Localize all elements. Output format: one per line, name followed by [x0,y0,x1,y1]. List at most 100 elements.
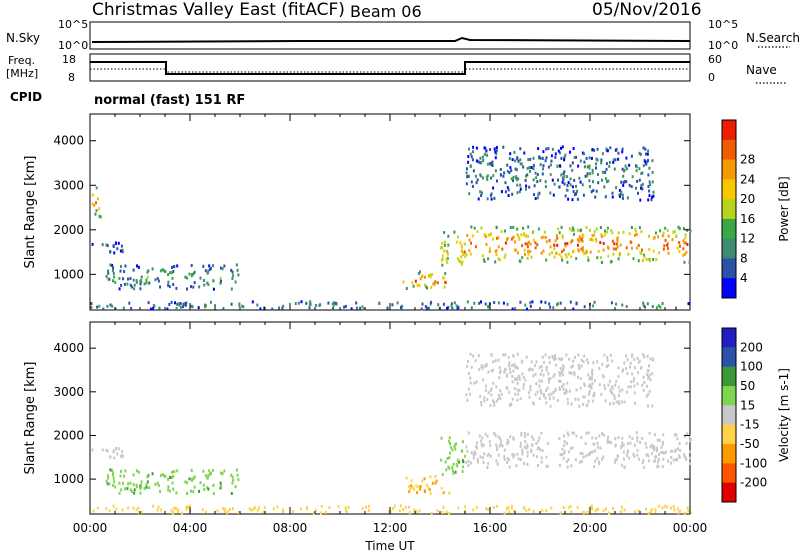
data-cell [674,450,677,453]
data-cell [502,301,505,305]
data-cell [365,505,367,509]
data-cell [523,383,525,387]
data-cell [620,180,623,184]
data-cell [565,353,568,357]
data-cell [160,508,163,512]
data-cell [137,506,140,510]
data-cell [598,383,601,387]
data-cell [567,181,570,184]
data-cell [201,508,204,512]
data-cell [449,442,452,445]
data-cell [599,226,602,229]
data-cell [540,365,543,369]
data-cell [621,303,624,307]
data-cell [456,305,459,309]
colorbar-segment [722,482,736,503]
data-cell [551,355,554,358]
data-cell [559,151,561,155]
data-cell [116,247,119,251]
data-cell [588,383,591,387]
data-cell [683,241,686,245]
data-cell [272,507,275,511]
data-cell [158,306,161,310]
data-cell [541,172,544,176]
data-cell [523,232,526,236]
data-cell [186,276,189,280]
data-cell [453,445,456,449]
data-cell [446,307,449,310]
data-cell [630,185,633,189]
data-cell [601,457,604,461]
data-cell [620,400,623,404]
data-cell [121,508,124,512]
data-cell [553,243,556,247]
data-cell [586,165,589,169]
data-cell [232,507,234,511]
data-cell [451,307,454,311]
data-cell [328,506,331,509]
data-cell [657,304,660,308]
data-cell [592,399,595,403]
data-cell [500,393,503,396]
data-cell [524,435,527,438]
data-cell [514,240,516,244]
data-cell [190,304,193,308]
data-cell [148,486,151,490]
data-cell [486,197,489,201]
data-cell [580,436,583,440]
data-cell [559,164,561,168]
data-cell [343,305,346,309]
data-cell [579,238,582,242]
data-cell [461,260,464,264]
colorbar-segment [722,278,736,299]
data-cell [464,255,467,259]
data-cell [186,481,189,485]
data-cell [466,300,469,304]
data-cell [534,372,537,376]
data-cell [613,394,616,398]
data-cell [132,268,135,272]
data-cell [446,457,449,460]
data-cell [535,382,538,386]
data-cell [558,464,561,467]
data-cell [445,468,448,472]
data-cell [469,381,472,385]
data-cell [449,451,451,455]
data-cell [623,508,626,512]
noise-left-tick-bottom: 10^0 [58,39,88,52]
data-cell [446,250,449,253]
data-cell [618,188,621,192]
data-cell [643,255,646,259]
data-cell [629,361,632,365]
data-cell [565,388,568,392]
data-cell [482,443,485,447]
data-cell [581,233,584,237]
data-cell [479,400,482,404]
data-cell [193,281,196,285]
data-cell [139,287,142,291]
data-cell [480,194,483,197]
data-cell [641,436,644,440]
data-cell [152,307,155,310]
data-cell [517,177,520,181]
data-cell [489,454,492,458]
data-cell [667,251,670,255]
data-cell [441,257,444,261]
data-cell [543,361,546,364]
data-cell [580,364,583,368]
data-cell [465,461,468,464]
data-cell [528,395,531,399]
data-cell [237,511,240,514]
data-cell [504,367,507,371]
data-cell [489,388,492,392]
data-cell [615,400,618,404]
data-cell [628,183,631,187]
data-cell [522,165,525,169]
data-cell [678,241,681,245]
data-cell [118,287,121,291]
data-cell [643,253,645,257]
data-cell [547,372,550,376]
data-cell [684,434,687,438]
